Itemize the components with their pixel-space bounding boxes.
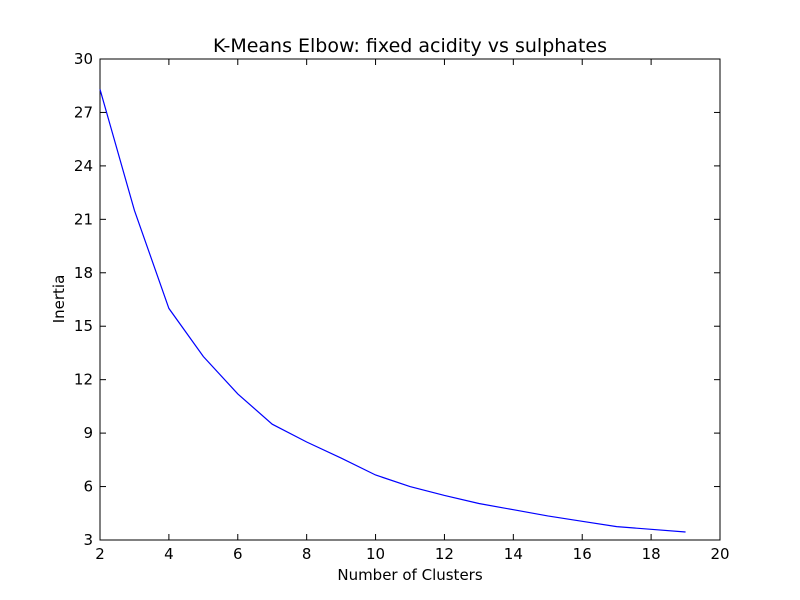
x-tick-label-7: 16 bbox=[573, 545, 592, 563]
y-axis-label: Inertia bbox=[50, 275, 68, 324]
x-tick-label-5: 12 bbox=[435, 545, 454, 563]
plot-frame bbox=[99, 58, 721, 541]
chart-title: K-Means Elbow: fixed acidity vs sulphate… bbox=[213, 35, 607, 57]
x-tick-label-6: 14 bbox=[504, 545, 523, 563]
x-tick-label-4: 10 bbox=[366, 545, 385, 563]
y-tick-label-5: 18 bbox=[74, 264, 93, 282]
x-tick-label-0: 2 bbox=[95, 545, 105, 563]
y-tick-label-7: 24 bbox=[74, 157, 93, 175]
y-tick-label-0: 3 bbox=[83, 531, 93, 549]
x-tick-label-3: 8 bbox=[302, 545, 312, 563]
x-tick-label-2: 6 bbox=[233, 545, 243, 563]
x-axis-label: Number of Clusters bbox=[337, 566, 482, 584]
y-tick-label-8: 27 bbox=[74, 103, 93, 121]
x-tick-label-1: 4 bbox=[164, 545, 174, 563]
y-tick-label-3: 12 bbox=[74, 371, 93, 389]
y-tick-label-1: 6 bbox=[83, 478, 93, 496]
series-line-0 bbox=[99, 89, 686, 533]
y-tick-label-6: 21 bbox=[74, 210, 93, 228]
y-tick-label-4: 15 bbox=[74, 317, 93, 335]
x-tick-label-8: 18 bbox=[642, 545, 661, 563]
x-tick-label-9: 20 bbox=[710, 545, 729, 563]
y-tick-label-9: 30 bbox=[74, 50, 93, 68]
y-tick-label-2: 9 bbox=[83, 424, 93, 442]
